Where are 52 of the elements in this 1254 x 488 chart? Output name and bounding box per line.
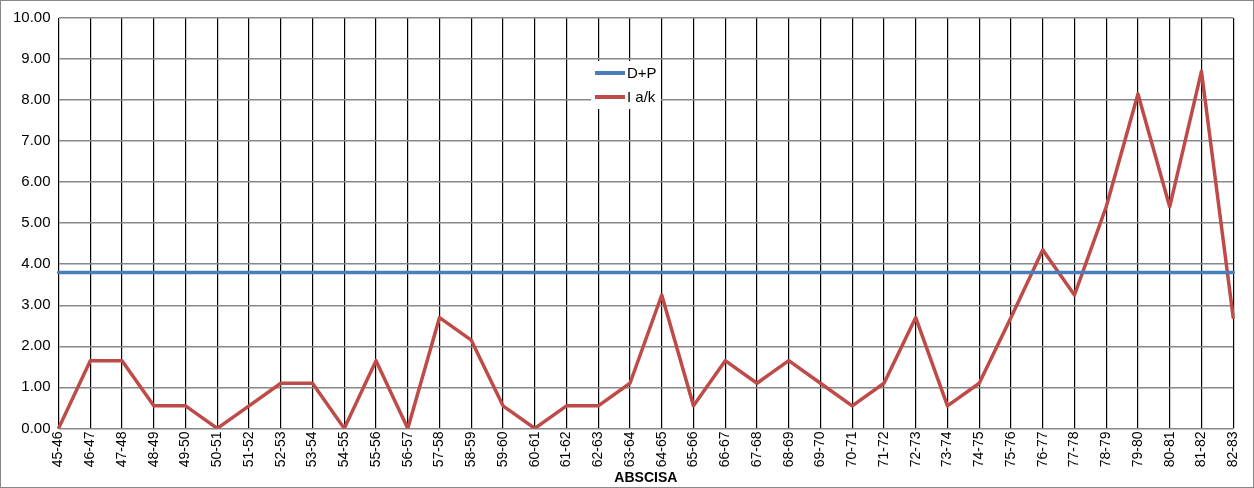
- x-tick-label: 75-76: [1001, 431, 1018, 468]
- x-tick-label: 45-46: [49, 431, 66, 468]
- x-tick-label: 62-63: [589, 431, 606, 468]
- x-tick-label: 58-59: [462, 431, 479, 468]
- x-tick-label: 47-48: [112, 431, 129, 468]
- y-tick-label: 5.00: [21, 213, 51, 231]
- x-tick-label: 61-62: [557, 431, 574, 468]
- y-tick-label: 7.00: [21, 131, 51, 149]
- x-tick-label: 60-61: [525, 431, 542, 468]
- x-tick-label: 77-78: [1065, 431, 1082, 468]
- x-tick-label: 71-72: [874, 431, 891, 468]
- x-tick-label: 69-70: [811, 431, 828, 468]
- x-tick-label: 66-67: [716, 431, 733, 468]
- y-tick-label: 10.00: [12, 8, 51, 26]
- x-tick-label: 59-60: [493, 431, 510, 468]
- x-tick-label: 70-71: [843, 431, 860, 468]
- x-tick-label: 78-79: [1097, 431, 1114, 468]
- x-tick-label: 80-81: [1160, 431, 1177, 468]
- y-tick-label: 6.00: [21, 172, 51, 190]
- x-tick-label: 72-73: [906, 431, 923, 468]
- x-tick-label: 67-68: [747, 431, 764, 468]
- x-tick-label: 55-56: [366, 431, 383, 468]
- x-tick-label: 46-47: [81, 431, 98, 468]
- x-tick-label: 65-66: [684, 431, 701, 468]
- y-tick-label: 8.00: [21, 90, 51, 108]
- x-tick-label: 54-55: [335, 431, 352, 468]
- x-tick-label: 56-57: [398, 431, 415, 468]
- x-axis-title: ABSCISA: [614, 469, 678, 486]
- x-tick-label: 57-58: [430, 431, 447, 468]
- y-tick-label: 0.00: [21, 418, 51, 436]
- x-tick-label: 81-82: [1192, 431, 1209, 468]
- legend-label: D+P: [627, 63, 657, 83]
- x-tick-label: 79-80: [1128, 431, 1145, 468]
- x-tick-label: 73-74: [938, 431, 955, 468]
- y-tick-label: 2.00: [21, 336, 51, 354]
- x-tick-label: 49-50: [176, 431, 193, 468]
- x-tick-label: 50-51: [208, 431, 225, 468]
- x-tick-label: 51-52: [239, 431, 256, 468]
- x-tick-label: 82-83: [1224, 431, 1241, 468]
- x-tick-label: 74-75: [970, 431, 987, 468]
- x-tick-label: 63-64: [620, 431, 637, 468]
- x-tick-label: 53-54: [303, 431, 320, 468]
- y-tick-label: 4.00: [21, 254, 51, 272]
- x-tick-label: 76-77: [1033, 431, 1050, 468]
- x-tick-label: 68-69: [779, 431, 796, 468]
- x-tick-label: 48-49: [144, 431, 161, 468]
- x-tick-label: 64-65: [652, 431, 669, 468]
- y-tick-label: 3.00: [21, 295, 51, 313]
- y-tick-label: 1.00: [21, 377, 51, 395]
- legend-label: I a/k: [627, 87, 656, 107]
- x-tick-label: 52-53: [271, 431, 288, 468]
- y-tick-label: 9.00: [21, 49, 51, 67]
